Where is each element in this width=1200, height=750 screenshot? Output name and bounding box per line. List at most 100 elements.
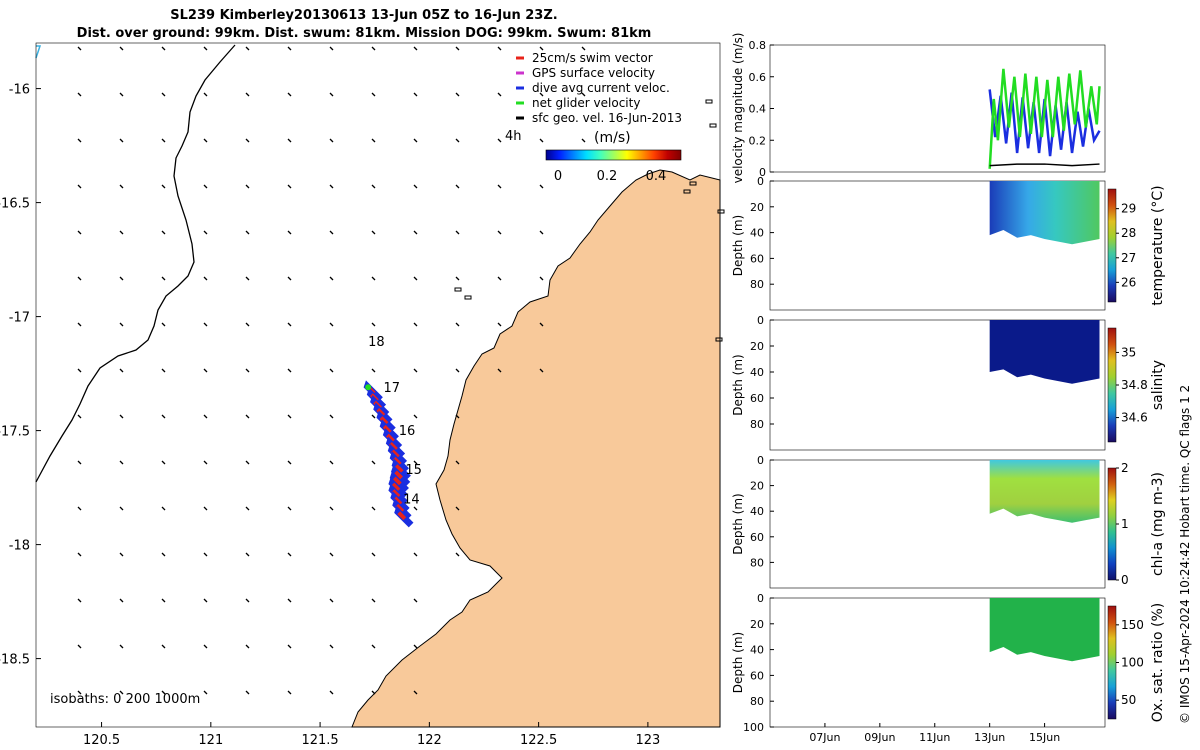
map-colorbar-tick: 0 <box>554 169 562 184</box>
chla-section-fill <box>989 460 1100 523</box>
current-arrow <box>161 644 166 649</box>
isobaths-label: isobaths: 0 200 1000m <box>50 692 200 707</box>
current-arrow <box>203 598 208 603</box>
current-arrow <box>119 276 124 281</box>
current-arrow <box>119 368 124 373</box>
island-7 <box>715 337 723 342</box>
current-arrow <box>413 598 418 603</box>
velocity-ylabel: velocity magnitude (m/s) <box>731 33 745 184</box>
current-arrow <box>371 368 376 373</box>
current-arrow <box>497 322 502 327</box>
map-title-line2: Dist. over ground: 99km. Dist. swum: 81k… <box>76 26 652 41</box>
current-arrow <box>245 138 250 143</box>
current-arrow <box>539 92 544 97</box>
swim-vector <box>392 456 402 466</box>
current-arrow <box>77 414 82 419</box>
current-arrow <box>455 322 460 327</box>
current-arrow <box>413 552 418 557</box>
current-arrow <box>371 460 376 465</box>
map-ytick-label: -17.5 <box>0 425 30 440</box>
salinity-colorbar <box>1107 327 1117 443</box>
salinity-ytick-label: 40 <box>750 366 764 379</box>
current-arrow <box>539 46 544 51</box>
map-ytick-label: -16.5 <box>0 197 30 212</box>
current-arrow <box>119 92 124 97</box>
current-arrow <box>245 184 250 189</box>
current-arrow <box>329 644 334 649</box>
chla-ytick-label: 0 <box>757 454 764 467</box>
current-arrow <box>245 46 250 51</box>
current-arrow <box>245 506 250 511</box>
temperature-cb-label: temperature (°C) <box>1150 185 1166 305</box>
salinity-cb-tick-label: 34.8 <box>1121 378 1148 392</box>
swim-vector <box>393 496 403 506</box>
velocity-ytick-label: 0.8 <box>749 39 767 52</box>
current-arrow <box>413 690 418 695</box>
current-arrow <box>455 276 460 281</box>
current-arrow <box>329 506 334 511</box>
temperature-ytick-label: 0 <box>757 175 764 188</box>
current-arrow <box>329 690 334 695</box>
island-4 <box>717 209 725 214</box>
current-arrow <box>245 276 250 281</box>
current-arrow <box>371 230 376 235</box>
map-xtick-label: 121 <box>198 733 223 748</box>
current-arrow <box>413 276 418 281</box>
current-arrow <box>413 414 418 419</box>
chla-colorbar <box>1107 467 1117 581</box>
swim-vector <box>391 489 401 498</box>
current-arrow <box>455 230 460 235</box>
current-arrow <box>245 644 250 649</box>
current-arrow <box>413 46 418 51</box>
current-arrow <box>329 276 334 281</box>
oxygen-section-fill <box>989 598 1100 662</box>
current-arrow <box>203 644 208 649</box>
current-arrow <box>203 368 208 373</box>
current-arrow <box>161 598 166 603</box>
current-arrow <box>287 92 292 97</box>
current-arrow <box>203 552 208 557</box>
current-arrow <box>455 506 460 511</box>
swim-vector <box>392 476 402 486</box>
island-1 <box>709 123 717 128</box>
current-arrow <box>329 368 334 373</box>
salinity-ytick-label: 60 <box>750 392 764 405</box>
oxygen-ylabel: Depth (m) <box>731 632 745 693</box>
current-arrow <box>539 138 544 143</box>
current-arrow <box>203 276 208 281</box>
day-label: 14 <box>403 493 420 508</box>
current-arrow <box>539 322 544 327</box>
map-ytick-label: -17 <box>9 311 30 326</box>
chla-ytick-label: 60 <box>750 531 764 544</box>
current-arrow <box>77 138 82 143</box>
current-arrow <box>203 506 208 511</box>
current-arrow <box>245 322 250 327</box>
current-arrow <box>371 138 376 143</box>
salinity-panel-frame <box>769 319 1106 451</box>
current-arrow <box>161 184 166 189</box>
map-colorbar-tick: 0.4 <box>646 169 667 184</box>
current-arrow <box>287 506 292 511</box>
island-0 <box>705 99 713 104</box>
chla-panel-frame <box>769 459 1106 589</box>
current-arrow <box>77 506 82 511</box>
salinity-section-fill <box>989 320 1100 384</box>
current-arrow <box>413 368 418 373</box>
velocity-ytick-label: 0.6 <box>749 71 767 84</box>
temperature-ytick-label: 20 <box>750 201 764 214</box>
current-arrow <box>455 414 460 419</box>
current-arrow <box>203 690 208 695</box>
current-arrow <box>245 92 250 97</box>
current-arrow <box>119 414 124 419</box>
footer-credit: © IMOS 15-Apr-2024 10:24:42 Hobart time.… <box>1178 384 1192 724</box>
chla-cb-label: chl-a (mg m-3) <box>1150 472 1166 576</box>
current-arrow <box>119 460 124 465</box>
swim-vector <box>388 442 398 451</box>
current-arrow <box>77 690 82 695</box>
current-arrow <box>245 690 250 695</box>
current-arrow <box>287 460 292 465</box>
island-6 <box>464 295 472 300</box>
current-arrow <box>287 368 292 373</box>
current-arrow <box>287 552 292 557</box>
current-arrow <box>119 138 124 143</box>
